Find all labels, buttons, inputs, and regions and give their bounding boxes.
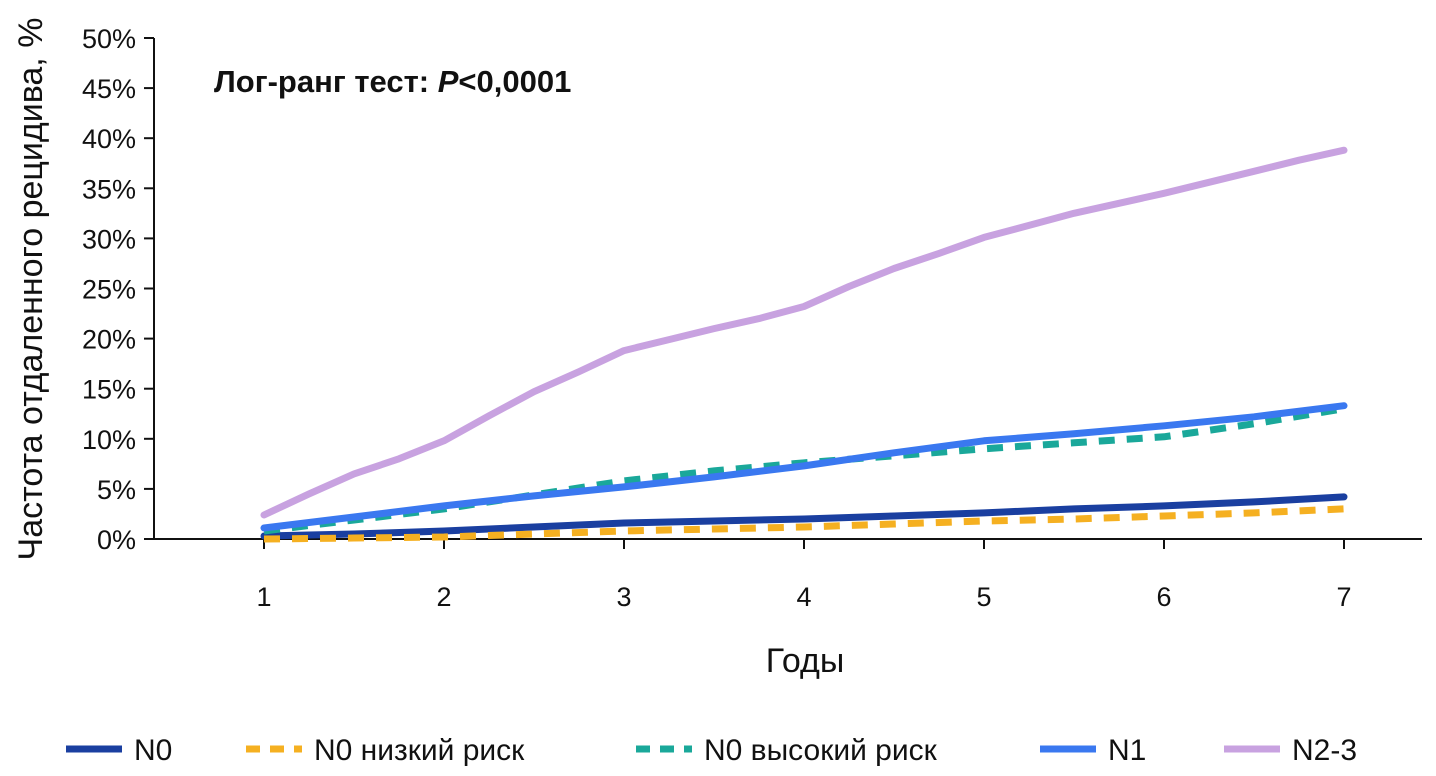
legend-label: N0 низкий риск bbox=[314, 734, 525, 767]
logrank-p: P bbox=[438, 64, 459, 99]
legend-label: N0 высокий риск bbox=[704, 734, 938, 767]
y-axis-ticks: 0% 5% 10% 15% 20% 25% 30% 35% 40% 45% 50% bbox=[82, 24, 154, 555]
legend-label: N0 bbox=[134, 734, 172, 767]
logrank-annotation: Лог-ранг тест: P<0,0001 bbox=[214, 64, 571, 99]
series-line-n0 bbox=[260, 493, 1348, 540]
y-tick-label: 50% bbox=[82, 24, 136, 54]
y-tick-label: 10% bbox=[82, 425, 136, 455]
x-axis-ticks: 1 2 3 4 5 6 7 bbox=[256, 539, 1352, 612]
y-tick-label: 45% bbox=[82, 74, 136, 104]
y-tick-label: 40% bbox=[82, 124, 136, 154]
legend-item: N0 высокий риск bbox=[636, 734, 938, 767]
y-tick-label: 20% bbox=[82, 325, 136, 355]
legend-label: N2-3 bbox=[1292, 734, 1357, 767]
x-tick-label: 4 bbox=[796, 582, 811, 612]
legend-item: N2-3 bbox=[1224, 734, 1357, 767]
legend-label: N1 bbox=[1108, 734, 1146, 767]
legend-item: N1 bbox=[1040, 734, 1146, 767]
x-tick-label: 5 bbox=[976, 582, 991, 612]
legend-item: N0 bbox=[66, 734, 172, 767]
x-tick-label: 1 bbox=[256, 582, 271, 612]
y-tick-label: 0% bbox=[97, 525, 136, 555]
legend: N0 N0 низкий риск N0 высокий риск N1 N2-3 bbox=[66, 734, 1357, 767]
x-tick-label: 7 bbox=[1336, 582, 1351, 612]
plot-area: 0% 5% 10% 15% 20% 25% 30% 35% 40% 45% 50% 1 2 3 4 5 6 7 bbox=[82, 24, 1422, 612]
x-axis-title: Годы bbox=[766, 642, 845, 680]
y-tick-label: 5% bbox=[97, 475, 136, 505]
series-line-n1 bbox=[260, 402, 1348, 532]
logrank-suffix: <0,0001 bbox=[458, 64, 571, 99]
y-tick-label: 15% bbox=[82, 375, 136, 405]
series-line-n2-3 bbox=[260, 146, 1348, 519]
y-tick-label: 25% bbox=[82, 275, 136, 305]
x-tick-label: 6 bbox=[1156, 582, 1171, 612]
x-tick-label: 2 bbox=[436, 582, 451, 612]
y-tick-label: 30% bbox=[82, 224, 136, 254]
legend-item: N0 низкий риск bbox=[246, 734, 525, 767]
y-axis-title: Частота отдаленного рецидива, % bbox=[12, 18, 50, 561]
series-line-n0-низкий-риск bbox=[263, 505, 1345, 543]
series-lines bbox=[260, 146, 1348, 543]
y-tick-label: 35% bbox=[82, 174, 136, 204]
x-tick-label: 3 bbox=[616, 582, 631, 612]
logrank-prefix: Лог-ранг тест: bbox=[214, 64, 438, 99]
